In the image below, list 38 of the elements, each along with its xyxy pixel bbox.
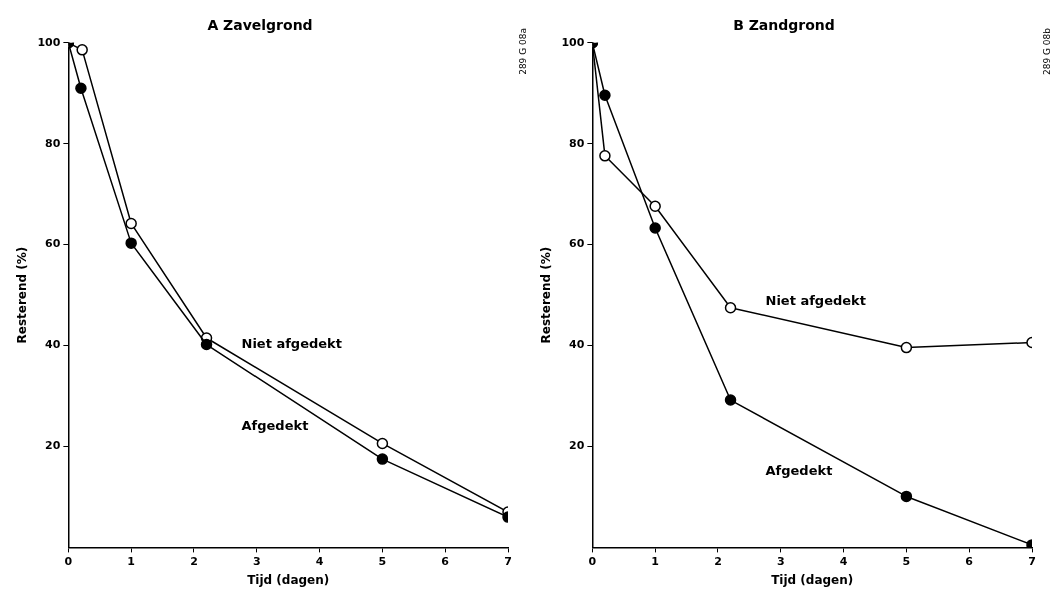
x-tick-label: 2 <box>190 554 198 568</box>
y-tick-label: 60 <box>569 237 585 251</box>
x-tick-label: 5 <box>902 554 911 568</box>
x-tick-label: 5 <box>378 554 387 568</box>
y-tick-label: 40 <box>569 338 585 352</box>
x-tick-label: 4 <box>839 554 848 568</box>
x-tick-label: 0 <box>64 554 73 568</box>
x-tick-label: 2 <box>714 554 722 568</box>
y-tick-label: 20 <box>569 439 585 453</box>
x-tick-label: 1 <box>651 554 659 568</box>
y-tick-label: 80 <box>569 136 585 150</box>
x-tick-label: 0 <box>588 554 597 568</box>
y-tick-label: 100 <box>37 35 61 49</box>
text: 289 G 08b <box>1042 27 1053 76</box>
y-tick-label: 20 <box>45 439 61 453</box>
y-axis-title: Resterend (%) <box>15 246 30 344</box>
x-tick-label: 4 <box>315 554 324 568</box>
y-tick-label: 80 <box>45 136 61 150</box>
y-tick-label: 40 <box>45 338 61 352</box>
series-label: Niet afgedekt <box>241 336 342 352</box>
chart-title: B Zandgrond <box>733 17 835 34</box>
series-label: Afgedekt <box>765 463 833 479</box>
series-label: Niet afgedekt <box>765 293 866 309</box>
y-axis-title: Resterend (%) <box>539 246 554 344</box>
x-tick-label: 1 <box>127 554 135 568</box>
x-tick-label: 6 <box>965 554 974 568</box>
x-tick-label: 7 <box>1028 554 1036 568</box>
x-axis-title: Tijd (dagen) <box>771 572 854 587</box>
chart-title: A Zavelgrond <box>207 17 313 34</box>
text: 289 G 08a <box>518 28 529 75</box>
x-tick-label: 6 <box>441 554 450 568</box>
y-tick-label: 100 <box>561 35 585 49</box>
x-tick-label: 3 <box>776 554 785 568</box>
series-label: Afgedekt <box>241 418 309 434</box>
y-tick-label: 60 <box>45 237 61 251</box>
x-axis-title: Tijd (dagen) <box>247 572 330 587</box>
x-tick-label: 7 <box>504 554 512 568</box>
x-tick-label: 3 <box>252 554 261 568</box>
